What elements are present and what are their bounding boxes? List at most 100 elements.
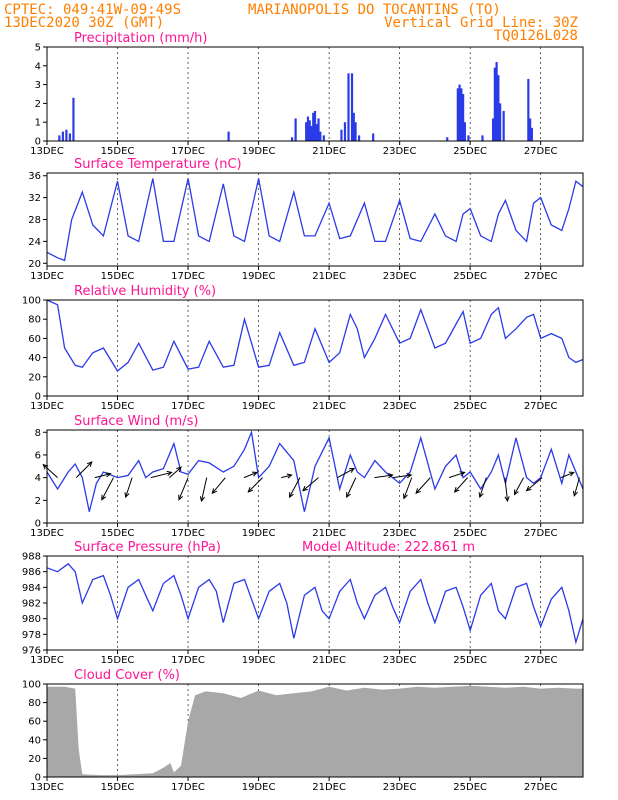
precipitation-bar (312, 112, 315, 141)
precipitation-bar (294, 118, 297, 141)
wind-vector (504, 477, 510, 503)
precipitation-x-tick-label: 13DEC (30, 146, 64, 157)
wind-vector-head (513, 489, 519, 496)
pressure-x-tick-label: 17DEC (171, 655, 205, 666)
pressure-y-tick-label: 988 (22, 552, 41, 563)
precipitation-bar (481, 135, 484, 141)
wind-vector (101, 477, 114, 501)
pressure-y-tick-label: 978 (22, 630, 41, 641)
pressure-x-tick-label: 21DEC (312, 655, 346, 666)
precipitation-bar (347, 73, 350, 141)
pressure-x-tick-label: 25DEC (453, 655, 487, 666)
wind-vector-head (105, 472, 112, 478)
precipitation-y-tick-label: 1 (35, 118, 41, 129)
precipitation-bar (340, 129, 343, 141)
precipitation-y-tick-label: 3 (35, 80, 41, 91)
cloud-cover-x-tick-label: 19DEC (242, 782, 276, 793)
wind-vector-shaft (178, 477, 189, 500)
wind-vector (150, 470, 173, 479)
wind-vector (374, 473, 394, 479)
precipitation-bar (493, 67, 496, 141)
wind-y-tick-label: 2 (35, 496, 41, 507)
precipitation-bar (68, 133, 72, 141)
wind-vector-head (166, 470, 173, 476)
wind-vector-shaft (201, 477, 208, 502)
precipitation-bar (357, 135, 361, 141)
wind-vector-shaft (479, 477, 487, 498)
precipitation-bar (502, 110, 505, 141)
wind-vector (572, 477, 580, 497)
precipitation-x-tick-label: 23DEC (383, 146, 417, 157)
precipitation-bar (343, 122, 347, 141)
wind-frame (46, 429, 584, 524)
humidity-frame (46, 299, 584, 397)
wind-x-tick-label: 23DEC (383, 528, 417, 539)
cloud-cover-y-tick-label: 80 (28, 698, 41, 709)
precipitation-bar (527, 78, 530, 141)
precipitation-bar (352, 112, 355, 141)
cloud-cover-y-tick-label: 100 (22, 680, 41, 691)
precipitation-bar (313, 110, 317, 141)
wind-vector-shaft (247, 477, 263, 493)
humidity-y-tick-label: 60 (28, 334, 41, 345)
temperature-x-tick-label: 19DEC (242, 271, 276, 282)
wind-vector-head (387, 473, 394, 479)
header-model-id: TQ0126L028 (494, 28, 578, 44)
precipitation-frame (46, 46, 584, 142)
wind-y-tick-label: 8 (35, 428, 41, 439)
precipitation-x-tick-label: 15DEC (101, 146, 135, 157)
temperature-x-tick-label: 21DEC (312, 271, 346, 282)
temperature-x-tick-label: 13DEC (30, 271, 64, 282)
precipitation-bar (61, 131, 64, 141)
pressure-y-tick-label: 984 (22, 583, 41, 594)
precipitation-y-tick-label: 0 (35, 137, 41, 148)
wind-x-tick-label: 27DEC (524, 528, 558, 539)
pressure-x-tick-label: 19DEC (242, 655, 276, 666)
temperature-y-tick-label: 28 (28, 215, 41, 226)
wind-vector (247, 477, 263, 493)
wind-vector (513, 477, 524, 496)
wind-vector-shaft (243, 471, 258, 479)
precipitation-x-tick-label: 25DEC (453, 146, 487, 157)
wind-vector (178, 477, 189, 501)
wind-vector-shaft (302, 477, 319, 492)
cloud-cover-panel: 0 20 40 60 80 100 13DEC 15DEC 17DEC 19DEC 21DEC 23D… (22, 668, 584, 793)
wind-vector-head (453, 486, 460, 493)
wind-vector-head (176, 466, 182, 473)
wind-panel: 0 2 4 6 8 13DEC 15DEC 17DEC 19DEC 21DEC 23DEC 25DEC… (30, 414, 584, 539)
cloud-cover-x-tick-label: 15DEC (101, 782, 135, 793)
wind-y-tick-label: 6 (35, 450, 41, 461)
precipitation-bar (499, 103, 502, 141)
precipitation-bar (308, 120, 311, 141)
wind-vector-shaft (346, 477, 357, 498)
cloud-cover-y-tick-label: 0 (35, 773, 41, 784)
humidity-y-tick-label: 20 (28, 372, 41, 383)
precipitation-bar (456, 88, 459, 141)
wind-vector-head (247, 487, 254, 493)
wind-vector-head (459, 471, 466, 477)
cloud-cover-x-tick-label: 21DEC (312, 782, 346, 793)
wind-vector-head (199, 496, 205, 503)
cloud-cover-area (47, 685, 583, 777)
precipitation-bar (305, 122, 308, 141)
humidity-x-tick-label: 23DEC (383, 401, 417, 412)
temperature-x-tick-label: 27DEC (524, 271, 558, 282)
temperature-x-tick-label: 25DEC (453, 271, 487, 282)
wind-y-tick-label: 4 (35, 473, 41, 484)
precipitation-bar (462, 94, 465, 141)
wind-vector-head (346, 492, 351, 499)
wind-vector (393, 473, 413, 479)
cloud-cover-x-tick-label: 13DEC (30, 782, 64, 793)
pressure-x-tick-label: 23DEC (383, 655, 417, 666)
wind-vector (336, 467, 356, 479)
wind-vector (448, 471, 466, 479)
precipitation-x-tick-label: 17DEC (171, 146, 205, 157)
wind-vector-shaft (374, 474, 393, 479)
wind-vector (403, 477, 413, 500)
precipitation-bar (372, 133, 375, 141)
precipitation-bar (463, 122, 466, 141)
pressure-title: Surface Pressure (hPa) (74, 540, 221, 555)
wind-vector-head (504, 496, 510, 503)
wind-vector-shaft (75, 461, 93, 478)
wind-vector-shaft (415, 477, 431, 494)
